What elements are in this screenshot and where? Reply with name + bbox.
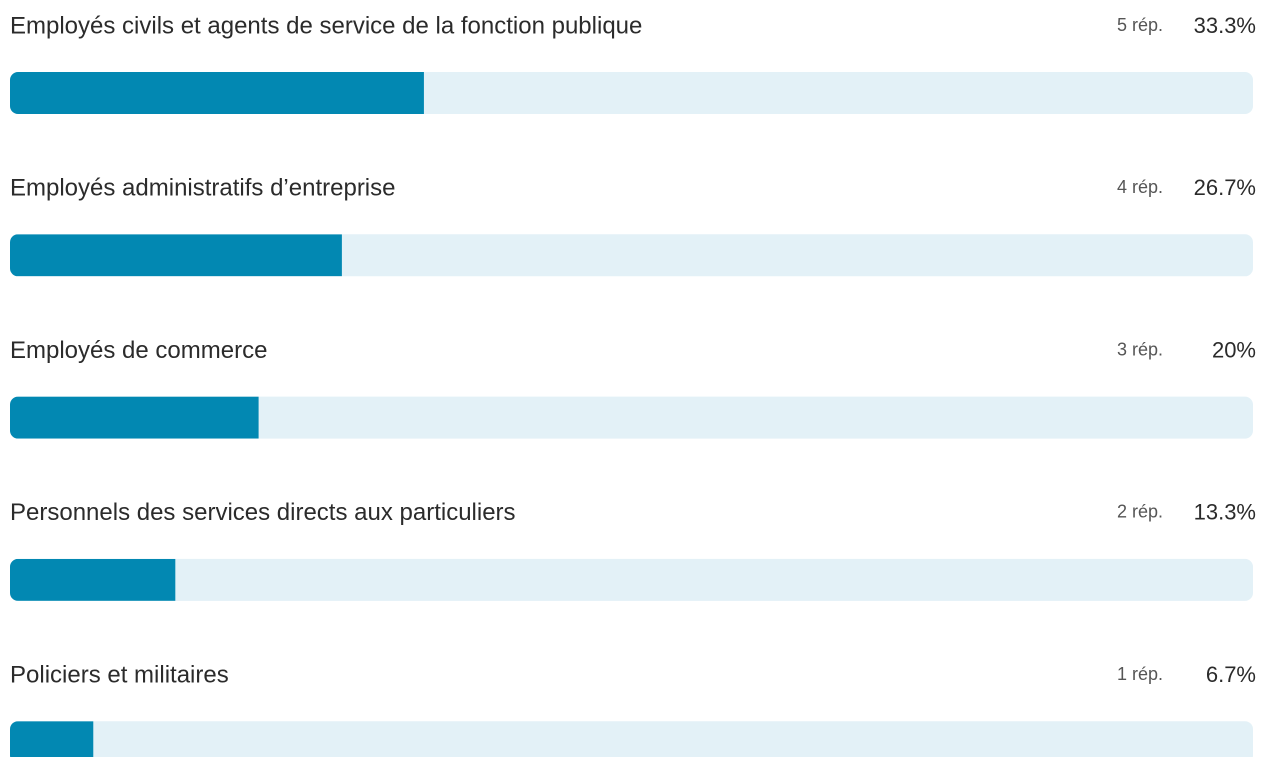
- option-label: Employés administratifs d’entreprise: [10, 175, 396, 202]
- percentage: 26.7%: [1194, 175, 1256, 200]
- bar: [10, 721, 94, 757]
- response-count: 4 rép.: [1117, 177, 1163, 197]
- option-label: Employés civils et agents de service de …: [10, 12, 642, 39]
- bar: [10, 396, 259, 439]
- bar: [10, 72, 424, 114]
- percentage: 20%: [1212, 337, 1256, 362]
- response-count: 5 rép.: [1117, 15, 1163, 35]
- bar: [10, 234, 342, 277]
- percentage: 33.3%: [1194, 13, 1256, 38]
- response-count: 2 rép.: [1117, 502, 1163, 522]
- percentage: 6.7%: [1206, 662, 1256, 687]
- bar-track: [10, 721, 1253, 757]
- option-label: Policiers et militaires: [10, 662, 229, 689]
- response-count: 1 rép.: [1117, 664, 1163, 684]
- option-label: Personnels des services directs aux part…: [10, 499, 516, 526]
- percentage: 13.3%: [1194, 500, 1256, 525]
- bar-track: [10, 396, 1253, 439]
- bar: [10, 558, 176, 601]
- bar-track: [10, 558, 1253, 601]
- option-label: Employés de commerce: [10, 337, 267, 364]
- response-count: 3 rép.: [1117, 339, 1163, 359]
